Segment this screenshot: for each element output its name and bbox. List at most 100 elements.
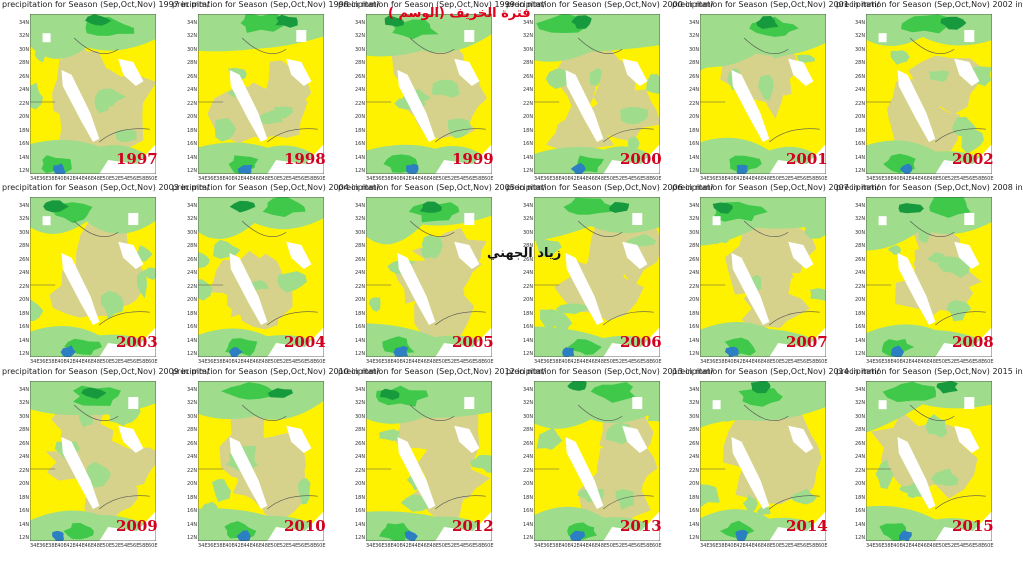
precipitation-map-panel: 34N 32N 30N 28N 26N 24N 22N 20N 18N 16N 14N 12N 34E 3…	[855, 197, 994, 365]
latitude-label: 22N	[855, 467, 866, 474]
longitude-label: 38E	[384, 543, 394, 549]
longitude-label: 52E	[111, 176, 122, 182]
longitude-label: 38E	[48, 359, 58, 365]
longitude-label: 46E	[920, 176, 930, 182]
longitude-label: 44E	[579, 359, 589, 365]
latitude-label: 34N	[187, 387, 198, 393]
latitude-label: 28N	[187, 427, 198, 434]
latitude-label: 20N	[689, 297, 700, 304]
latitude-label: 18N	[355, 310, 366, 317]
latitude-label: 18N	[19, 310, 30, 317]
longitude-label: 48E	[763, 359, 774, 365]
latitude-label: 18N	[187, 310, 198, 317]
longitude-label: 48E	[597, 359, 608, 365]
longitude-label: 36E	[709, 359, 719, 365]
longitude-label: 44E	[243, 176, 253, 182]
latitude-label: 16N	[19, 508, 30, 515]
latitude-label: 28N	[19, 427, 30, 434]
precipitation-map-panel: 34N 32N 30N 28N 26N 24N 22N 20N 18N 16N 14N 12N 34E 3…	[689, 197, 828, 365]
latitude-label: 34N	[19, 387, 30, 393]
longitude-label: 54E	[956, 359, 967, 365]
latitude-label: 22N	[523, 467, 534, 474]
precipitation-map	[366, 14, 492, 174]
precipitation-map-panel: 34N 32N 30N 28N 26N 24N 22N 20N 18N 16N 14N 12N 34E 3…	[689, 14, 828, 182]
longitude-label: 60E	[484, 543, 494, 549]
year-label: 2007	[786, 333, 828, 351]
latitude-label: 18N	[187, 127, 198, 134]
latitude-label: 28N	[19, 243, 30, 250]
longitude-label: 52E	[947, 359, 958, 365]
longitude-label: 38E	[384, 176, 394, 182]
latitude-label: 28N	[523, 243, 534, 250]
longitude-label: 40E	[893, 176, 903, 182]
latitude-label: 16N	[689, 141, 700, 148]
longitude-label: 58E	[474, 543, 485, 549]
latitude-label: 14N	[855, 337, 866, 344]
latitude-label: 32N	[689, 33, 700, 40]
longitude-label: 44E	[243, 543, 253, 549]
longitude-label: 50E	[772, 359, 783, 365]
longitude-label: 42E	[66, 359, 76, 365]
longitude-label: 36E	[709, 543, 719, 549]
panel-caption: precipitation for Season (Sep,Oct,Nov) 2…	[506, 367, 714, 376]
latitude-label: 24N	[187, 270, 198, 277]
precipitation-map-panel: 34N 32N 30N 28N 26N 24N 22N 20N 18N 16N 14N 12N 34E 3…	[187, 14, 326, 182]
latitude-label: 24N	[689, 87, 700, 94]
latitude-label: 26N	[689, 256, 700, 263]
year-label: 2013	[620, 517, 662, 535]
longitude-label: 42E	[736, 543, 746, 549]
longitude-label: 58E	[474, 176, 485, 182]
precipitation-map-panel: 34N 32N 30N 28N 26N 24N 22N 20N 18N 16N 14N 12N 34E 3…	[19, 197, 158, 365]
precipitation-map	[700, 381, 826, 541]
latitude-label: 30N	[19, 46, 30, 53]
longitude-label: 54E	[120, 359, 131, 365]
latitude-label: 32N	[19, 216, 30, 223]
longitude-label: 52E	[447, 176, 458, 182]
longitude-label: 36E	[543, 176, 553, 182]
latitude-label: 26N	[19, 73, 30, 80]
longitude-label: 54E	[624, 176, 635, 182]
longitude-label: 44E	[75, 176, 85, 182]
latitude-label: 28N	[855, 427, 866, 434]
latitude-label: 30N	[355, 413, 366, 420]
longitude-label: 40E	[57, 176, 67, 182]
longitude-label: 38E	[48, 543, 58, 549]
author-name: زياد الجهني	[487, 246, 562, 261]
latitude-label: 24N	[855, 270, 866, 277]
longitude-label: 58E	[974, 359, 985, 365]
longitude-label: 48E	[261, 359, 272, 365]
latitude-label: 32N	[19, 400, 30, 407]
year-label: 2010	[284, 517, 326, 535]
latitude-label: 16N	[855, 141, 866, 148]
latitude-label: 14N	[523, 337, 534, 344]
longitude-label: 54E	[288, 359, 299, 365]
longitude-label: 42E	[402, 176, 412, 182]
longitude-label: 52E	[781, 359, 792, 365]
latitude-label: 24N	[689, 454, 700, 461]
longitude-label: 40E	[225, 543, 235, 549]
latitude-label: 30N	[855, 46, 866, 53]
longitude-label: 48E	[763, 176, 774, 182]
longitude-label: 38E	[384, 359, 394, 365]
latitude-label: 16N	[855, 324, 866, 331]
latitude-label: 12N	[855, 351, 866, 357]
longitude-label: 50E	[438, 359, 449, 365]
panel-caption: precipitation for Season (Sep,Oct,Nov) 2…	[506, 0, 714, 9]
latitude-label: 26N	[855, 73, 866, 80]
latitude-label: 28N	[855, 60, 866, 67]
longitude-label: 50E	[938, 176, 949, 182]
longitude-label: 42E	[902, 543, 912, 549]
longitude-label: 50E	[606, 543, 617, 549]
latitude-label: 28N	[355, 427, 366, 434]
longitude-label: 36E	[39, 359, 49, 365]
latitude-label: 14N	[355, 521, 366, 528]
latitude-label: 24N	[187, 454, 198, 461]
longitude-label: 42E	[902, 359, 912, 365]
panel-caption: precipitation for Season (Sep,Oct,Nov) 2…	[172, 367, 380, 376]
longitude-label: 46E	[420, 359, 430, 365]
panel-caption: precipitation for Season (Sep,Oct,Nov) 2…	[2, 183, 210, 192]
latitude-label: 14N	[523, 521, 534, 528]
longitude-label: 38E	[884, 543, 894, 549]
latitude-label: 34N	[689, 20, 700, 26]
latitude-label: 28N	[355, 243, 366, 250]
